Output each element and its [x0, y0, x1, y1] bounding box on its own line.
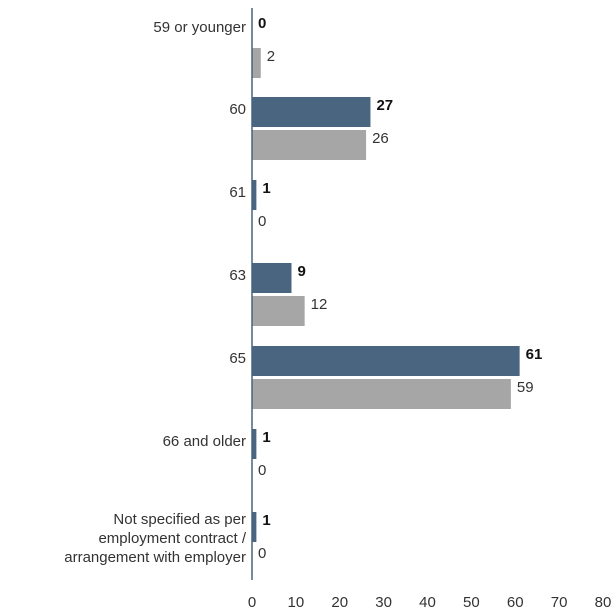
bar [252, 346, 520, 376]
category-label: 59 or younger [153, 19, 246, 36]
bar [252, 130, 367, 160]
category-label: Not specified as per [113, 511, 246, 528]
bar [252, 429, 257, 459]
x-tick-label: 70 [551, 594, 568, 611]
x-tick-label: 30 [375, 594, 392, 611]
data-label: 27 [376, 97, 393, 114]
x-tick-label: 20 [331, 594, 348, 611]
bar [252, 379, 511, 409]
data-label: 0 [258, 462, 266, 479]
data-label: 1 [262, 429, 270, 446]
data-label: 0 [258, 213, 266, 230]
category-labels-group: 59 or younger 60 61 63 65 66 and older Not spe… [64, 19, 247, 566]
data-label: 1 [262, 180, 270, 197]
data-label: 59 [517, 379, 534, 396]
x-tick-labels-group: 0 10 20 30 40 50 60 70 80 [248, 594, 612, 611]
x-tick-label: 80 [595, 594, 612, 611]
data-label: 9 [297, 263, 305, 280]
category-label: 63 [229, 267, 246, 284]
category-label: arrangement with employer [64, 549, 246, 566]
x-tick-label: 60 [507, 594, 524, 611]
data-label: 61 [526, 346, 543, 363]
data-label: 26 [372, 130, 389, 147]
bar [252, 97, 371, 127]
category-label: 65 [229, 350, 246, 367]
data-label: 1 [262, 512, 270, 529]
x-tick-label: 50 [463, 594, 480, 611]
bar [252, 180, 257, 210]
data-label: 0 [258, 15, 266, 32]
x-tick-label: 10 [288, 594, 305, 611]
x-tick-label: 40 [419, 594, 436, 611]
category-label: 61 [229, 184, 246, 201]
category-label: employment contract / [98, 530, 246, 547]
category-label: 60 [229, 101, 246, 118]
bars-group [252, 48, 520, 542]
bar [252, 512, 257, 542]
data-label: 0 [258, 545, 266, 562]
data-label: 12 [311, 296, 328, 313]
data-label: 2 [267, 48, 275, 65]
bar [252, 48, 261, 78]
bar [252, 296, 305, 326]
bar [252, 263, 292, 293]
category-label: 66 and older [163, 433, 246, 450]
x-tick-label: 0 [248, 594, 256, 611]
